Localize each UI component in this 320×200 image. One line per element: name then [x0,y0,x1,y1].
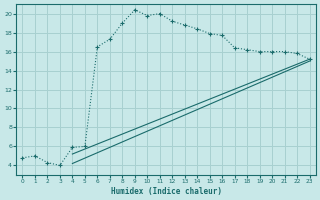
X-axis label: Humidex (Indice chaleur): Humidex (Indice chaleur) [110,187,221,196]
